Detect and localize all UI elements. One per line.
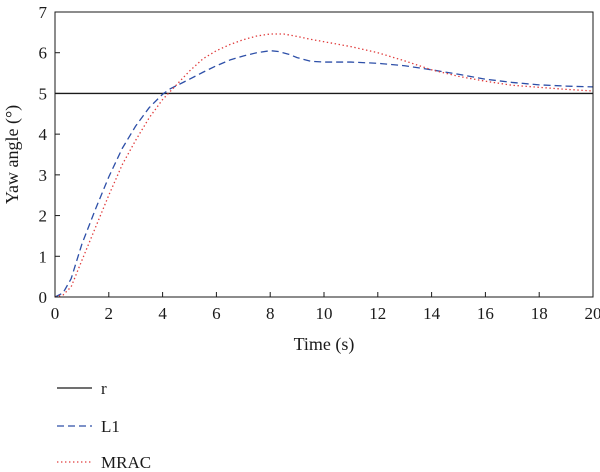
x-tick-label: 12	[369, 304, 386, 323]
x-tick-label: 20	[585, 304, 600, 323]
x-tick-label: 2	[105, 304, 114, 323]
y-tick-label: 0	[39, 288, 48, 307]
y-tick-label: 1	[39, 247, 48, 266]
x-tick-label: 6	[212, 304, 221, 323]
plot-frame	[54, 11, 594, 298]
x-tick-label: 16	[477, 304, 494, 323]
series-line-l1	[54, 50, 594, 298]
y-axis-label: Yaw angle (°)	[2, 105, 23, 204]
y-tick-label: 3	[39, 166, 48, 185]
x-tick-label: 4	[158, 304, 167, 323]
y-tick-label: 5	[39, 84, 48, 103]
x-tick-label: 0	[51, 304, 60, 323]
x-tick-label: 8	[266, 304, 275, 323]
series-layer	[54, 33, 594, 298]
x-tick-label: 10	[316, 304, 333, 323]
y-tick-label: 2	[39, 207, 48, 226]
x-axis-label: Time (s)	[294, 334, 355, 355]
x-tick-label: 14	[423, 304, 441, 323]
x-tick-label: 18	[531, 304, 548, 323]
series-line-mrac	[54, 33, 594, 298]
legend-label-mrac: MRAC	[101, 453, 151, 472]
y-tick-label: 6	[39, 44, 48, 63]
legend: r L1 MRAC	[57, 379, 151, 472]
legend-label-l1: L1	[101, 417, 120, 436]
legend-label-r: r	[101, 379, 107, 398]
y-tick-label: 7	[39, 3, 48, 22]
y-tick-label: 4	[39, 125, 48, 144]
